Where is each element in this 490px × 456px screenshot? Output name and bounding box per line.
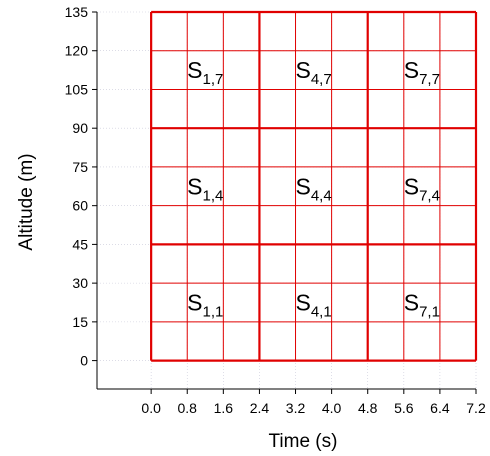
- y-tick-label: 90: [72, 120, 88, 136]
- cell-label-main: S: [295, 173, 310, 199]
- cell-label-main: S: [295, 57, 310, 83]
- y-tick-label: 15: [72, 314, 88, 330]
- cell-label: S4,1: [295, 289, 331, 320]
- cell-label-main: S: [295, 289, 310, 315]
- x-tick-label: 1.6: [214, 400, 234, 416]
- cell-label-main: S: [404, 57, 419, 83]
- x-tick-label: 4.8: [358, 400, 378, 416]
- cell-label: S7,1: [404, 289, 440, 320]
- cell-label-main: S: [404, 289, 419, 315]
- x-tick-label: 2.4: [250, 400, 270, 416]
- axes: [96, 12, 476, 390]
- minor-gridlines: [151, 12, 476, 361]
- cell-label-subscript: 4,7: [311, 71, 332, 88]
- x-tick-label: 6.4: [430, 400, 450, 416]
- y-tick-label: 45: [72, 236, 88, 252]
- cell-label: S7,4: [404, 173, 440, 204]
- cell-label-main: S: [404, 173, 419, 199]
- cell-label: S1,7: [187, 57, 223, 88]
- y-tick-label: 0: [80, 353, 88, 369]
- cell-label-main: S: [187, 57, 202, 83]
- cell-label: S4,7: [295, 57, 331, 88]
- cell-label-subscript: 7,1: [419, 303, 440, 320]
- cell-label: S7,7: [404, 57, 440, 88]
- y-tick-label: 30: [72, 275, 88, 291]
- x-tick-label: 5.6: [394, 400, 414, 416]
- x-tick-label: 0.8: [178, 400, 198, 416]
- cell-label-subscript: 1,1: [203, 303, 224, 320]
- cell-label-subscript: 1,4: [203, 187, 224, 204]
- cell-label-subscript: 7,4: [419, 187, 440, 204]
- y-tick-label: 120: [65, 43, 89, 59]
- cell-label-subscript: 1,7: [203, 71, 224, 88]
- x-tick-label: 0.0: [141, 400, 161, 416]
- major-gridlines: [150, 10, 478, 362]
- cell-label-subscript: 4,1: [311, 303, 332, 320]
- x-tick-label: 7.2: [466, 400, 486, 416]
- cell-label: S1,1: [187, 289, 223, 320]
- cell-label: S1,4: [187, 173, 223, 204]
- cell-labels: S1,7 S4,7 S7,7S1,4 S4,4 S7,4S1,1 S4,1 S7,1: [187, 57, 440, 320]
- cell-label-main: S: [187, 289, 202, 315]
- cell-label-subscript: 4,4: [311, 187, 332, 204]
- y-tick-label: 75: [72, 159, 88, 175]
- cell-label: S4,4: [295, 173, 331, 204]
- y-tick-label: 60: [72, 198, 88, 214]
- y-tick-label: 135: [65, 4, 89, 20]
- x-axis-title: Time (s): [269, 431, 338, 452]
- cell-label-subscript: 7,7: [419, 71, 440, 88]
- tick-labels: 0 15 30 45 60 75 90 105 120 135 0.0 0.8 1.6 2.4 3.2 4.0…: [65, 4, 486, 416]
- cell-label-main: S: [187, 173, 202, 199]
- y-tick-label: 105: [65, 81, 89, 97]
- x-tick-label: 4.0: [322, 400, 342, 416]
- y-axis-title: Altitude (m): [16, 153, 37, 250]
- x-tick-label: 3.2: [286, 400, 306, 416]
